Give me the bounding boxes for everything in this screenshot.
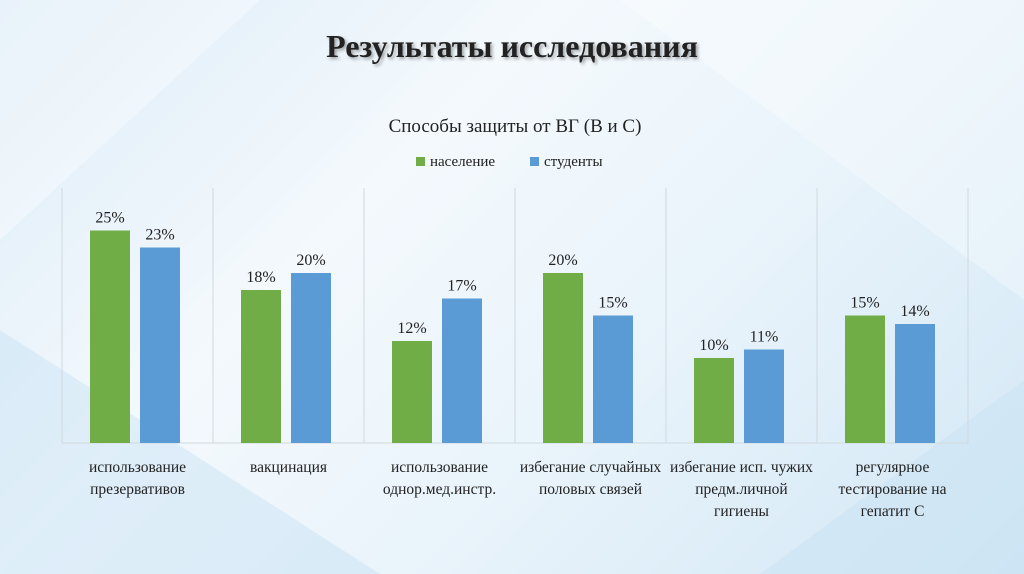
data-label: 17% (447, 278, 476, 295)
x-tick-label: вакцинация (249, 459, 327, 476)
data-label: 20% (296, 252, 325, 269)
x-tick-label: использование презервативов (88, 459, 187, 498)
data-label: 15% (598, 295, 627, 312)
legend-swatch (530, 157, 539, 166)
bar (90, 230, 130, 443)
data-label: 12% (397, 320, 426, 337)
x-tick-label: избегание исп. чужих предм.личной гигиен… (670, 459, 813, 520)
bar (392, 341, 432, 443)
legend-label: население (430, 154, 495, 170)
data-label: 25% (95, 210, 124, 227)
data-label: 23% (145, 227, 174, 244)
bar (241, 290, 281, 443)
data-label: 11% (750, 329, 779, 346)
slide-title: Результаты исследования (326, 28, 698, 64)
bar (543, 273, 583, 443)
bar (593, 315, 633, 443)
bar (744, 349, 784, 443)
data-label: 14% (900, 303, 929, 320)
x-tick-label: использование однор.мед.инстр. (382, 459, 497, 498)
x-tick-label: регулярное тестирование на гепатит С (838, 459, 947, 520)
bar (140, 247, 180, 443)
chart-title: Способы защиты от ВГ (В и С) (389, 116, 642, 137)
bar (845, 315, 885, 443)
legend-swatch (416, 157, 425, 166)
bar (442, 298, 482, 443)
bar (291, 273, 331, 443)
bar (895, 324, 935, 443)
bar (694, 358, 734, 443)
x-tick-label: избегание случайных половых связей (519, 459, 662, 498)
data-label: 20% (548, 252, 577, 269)
data-label: 18% (246, 269, 275, 286)
data-label: 10% (699, 337, 728, 354)
legend-label: студенты (544, 154, 603, 170)
data-label: 15% (850, 295, 879, 312)
